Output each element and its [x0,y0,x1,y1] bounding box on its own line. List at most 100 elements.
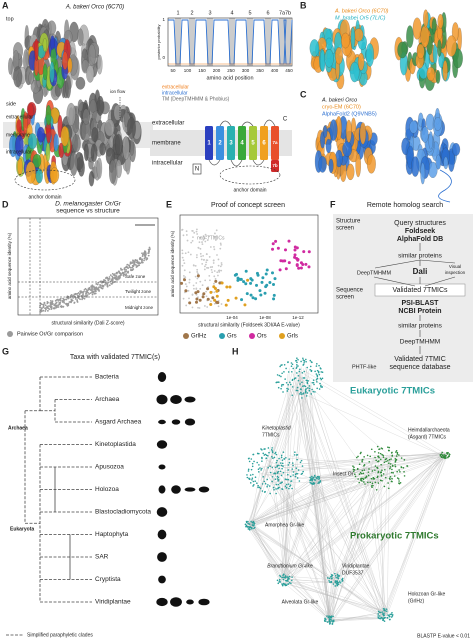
flow-arrows [373,243,456,354]
network-node [336,581,339,584]
network-node [372,484,374,487]
network-node [299,383,301,385]
network-node [403,459,406,461]
label: Blastocladiomycota [95,509,151,516]
network-node [383,612,385,614]
scatter-dot [206,287,210,291]
network-node [281,488,284,491]
network-node [292,367,295,370]
helix [50,35,55,50]
label: Safe zone [125,274,146,279]
network-node [281,364,283,366]
network-node [388,487,390,490]
network-node [334,572,336,575]
network-node [388,477,391,480]
panel-label: A [2,0,9,10]
scatter-dot [271,242,275,246]
panel-label: G [2,346,9,356]
network-node [403,475,406,477]
scatter-dot [274,239,278,243]
network-node [394,465,397,468]
network-node [279,575,282,578]
scatter-dot [199,252,202,255]
network-node [384,458,387,461]
network-node [290,582,292,585]
helix [397,41,408,59]
scatter-dot [108,278,111,280]
scatter-dot [62,297,65,300]
network-node [319,367,322,369]
network-node [269,471,272,474]
network-node [297,358,299,361]
helix [65,75,72,99]
taxon-icon [184,418,196,426]
scatter-dot [206,239,209,242]
network-node [298,370,301,373]
label: PSI-BLAST [402,300,440,307]
scatter-dot [97,281,100,284]
network-node [316,387,318,390]
network-node [267,466,269,469]
network-node [334,581,337,584]
scatter-dot [202,238,205,241]
helix [66,102,76,126]
network-node [292,471,295,473]
scatter-dot [106,277,109,280]
network-node [334,585,337,587]
network-node [310,361,313,363]
scatter-dot [112,274,115,276]
network-node [341,579,344,582]
scatter-dot [53,304,56,307]
helix [437,39,442,57]
plot-frame [179,214,319,314]
network-node [359,471,362,474]
network-node [305,379,308,382]
scatter-dot [220,243,222,246]
scatter-dot [57,299,60,302]
network-node [291,468,294,470]
helix [97,54,103,75]
network-node [285,367,287,370]
network-node [282,391,284,393]
network-node [277,479,280,481]
network-node [263,480,266,483]
scatter-dot [193,264,195,267]
network-node [289,484,292,486]
taxon-icon [170,394,182,405]
network-node [296,372,298,374]
network-node [262,475,265,478]
network-node [377,610,380,613]
network-node [382,619,384,621]
network-node [290,383,292,386]
network-node [389,466,392,468]
network-node [294,451,296,453]
helix-rect [260,126,268,160]
scatter-dot [55,305,58,308]
network-node [252,521,255,524]
scatter-dot [204,279,207,282]
network-node [374,465,377,467]
scatter-dot [143,259,145,262]
label: screen [336,226,354,232]
scatter-dot [97,289,100,292]
scatter-dot [63,301,66,304]
helix [82,108,90,125]
label: A. bakeri Orco [321,97,357,103]
network-node [267,484,269,486]
network-node [248,457,250,460]
label: TM (DeepTMHMM & Phobius) [162,96,230,102]
scatter-dot [216,254,218,256]
helix [35,168,43,184]
helix-rect [271,126,279,160]
anchor-outline [219,165,281,185]
label: AlphaFold2 (Q9VNB5) [322,111,377,117]
plot-frame [17,217,159,316]
scatter-dot [271,247,275,251]
scatter-dot [198,241,201,244]
network-node [388,458,391,461]
scatter-dot [118,275,120,278]
label: 5 [248,10,251,16]
scatter-dot [120,268,122,271]
scatter-dot [194,275,197,278]
scatter-dot [132,268,135,270]
